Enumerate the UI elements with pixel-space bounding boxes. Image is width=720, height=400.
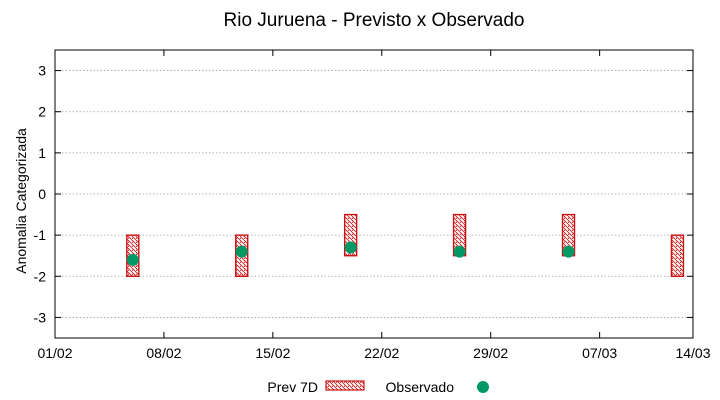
y-axis: 3 2 1 0 -1 -2 -3 [34, 63, 693, 325]
grid-lines [55, 70, 693, 318]
chart-title: Rio Juruena - Previsto x Observado [224, 10, 525, 31]
chart-marks [126, 213, 685, 277]
y-tick-label: 3 [38, 63, 46, 79]
x-tick-label: 08/02 [146, 345, 181, 361]
y-tick-label: -2 [34, 268, 47, 284]
legend-label-observado: Observado [386, 379, 455, 395]
x-tick-label: 22/02 [364, 345, 399, 361]
y-tick-label: 2 [38, 104, 46, 120]
observed-point [562, 245, 575, 258]
x-tick-label: 01/02 [37, 345, 72, 361]
observed-point [126, 253, 139, 266]
observed-point [235, 245, 248, 258]
legend-label-prev: Prev 7D [267, 379, 318, 395]
forecast-bar [670, 234, 685, 277]
x-axis: 01/02 08/02 15/02 22/02 29/02 07/03 14/03 [37, 50, 711, 361]
y-tick-label: 0 [38, 186, 46, 202]
y-tick-label: -3 [34, 309, 47, 325]
observed-point [344, 241, 357, 254]
legend: Prev 7D Observado [267, 379, 489, 395]
x-tick-label: 15/02 [255, 345, 290, 361]
x-tick-label: 29/02 [473, 345, 508, 361]
y-tick-label: -1 [34, 227, 47, 243]
y-tick-label: 1 [38, 145, 46, 161]
legend-swatch-observado [477, 381, 489, 393]
x-tick-label: 14/03 [675, 345, 710, 361]
x-tick-label: 07/03 [582, 345, 617, 361]
y-axis-label: Anomalia Categorizada [13, 128, 29, 274]
legend-swatch-prev [325, 380, 365, 391]
observed-point [453, 245, 466, 258]
